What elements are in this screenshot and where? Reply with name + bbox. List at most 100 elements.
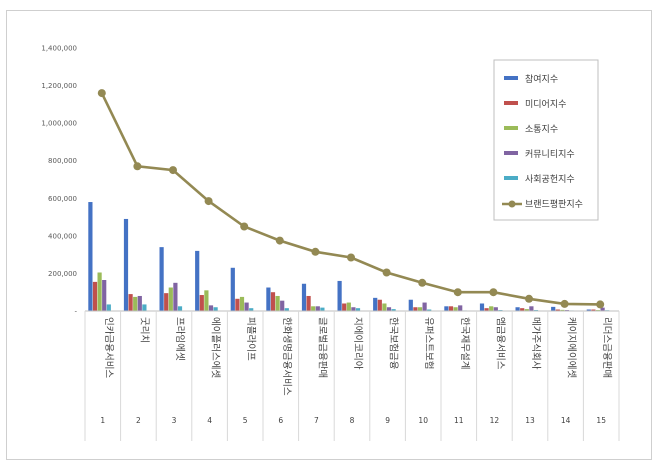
- bar: [280, 300, 285, 311]
- legend-item: 사회공헌지수: [504, 174, 575, 185]
- legend-swatch: [504, 126, 518, 130]
- y-tick-label: 800,000: [48, 157, 77, 165]
- bar: [586, 309, 591, 311]
- bar: [284, 308, 289, 311]
- line-point: [382, 268, 391, 277]
- x-rank-label: 11: [454, 416, 464, 425]
- line-point: [97, 89, 106, 98]
- legend-swatch: [504, 101, 518, 105]
- legend-box: [493, 59, 599, 221]
- bar: [159, 247, 164, 311]
- line-point: [347, 253, 355, 262]
- bar: [230, 267, 235, 311]
- x-category-label: 프라임에셋: [174, 317, 186, 361]
- legend-swatch: [504, 176, 518, 180]
- x-category-label: 한국재무설계: [459, 317, 471, 369]
- bar: [591, 309, 596, 311]
- bar: [199, 295, 204, 311]
- bar: [123, 218, 129, 311]
- bar: [484, 308, 489, 311]
- bar: [177, 306, 183, 311]
- bar: [320, 307, 325, 311]
- bar: [351, 307, 356, 311]
- x-rank-label: 15: [596, 416, 606, 425]
- legend-label: 미디어지수: [525, 99, 566, 110]
- line-point: [133, 162, 142, 171]
- line-point: [240, 222, 249, 231]
- y-tick-label: 600,000: [48, 195, 77, 203]
- y-tick-label: 400,000: [48, 232, 77, 240]
- line-point: [489, 288, 498, 297]
- bar: [524, 309, 529, 311]
- bar: [208, 305, 214, 311]
- legend-label: 소통지수: [525, 124, 558, 135]
- bar: [373, 297, 378, 311]
- x-rank-label: 5: [243, 416, 248, 425]
- bar: [493, 307, 498, 311]
- legend-item: 참여지수: [504, 73, 558, 85]
- bar: [168, 287, 173, 311]
- x-rank-label: 12: [490, 416, 500, 425]
- bar: [515, 307, 520, 311]
- bar: [128, 294, 133, 311]
- brand-reputation-chart: - 200,000 400,000 600,000 800,000 1,000,000 1,…: [41, 45, 620, 441]
- bar: [97, 272, 102, 311]
- bar: [427, 309, 432, 311]
- x-rank-label: 8: [350, 416, 355, 425]
- bar: [560, 309, 565, 311]
- line-point: [204, 197, 213, 206]
- bar: [408, 299, 413, 311]
- bar: [164, 293, 169, 311]
- line-point: [418, 278, 427, 287]
- bar: [235, 298, 240, 311]
- legend-item: 미디어지수: [504, 99, 566, 110]
- bar: [448, 306, 454, 311]
- bar: [520, 308, 525, 311]
- bar: [311, 306, 316, 311]
- x-category-label: 피플라이프: [245, 317, 256, 361]
- line-point: [560, 299, 569, 308]
- bar: [88, 202, 93, 311]
- x-category-label: 메가주식회사: [530, 317, 541, 370]
- x-category-label: 굿리치: [138, 317, 150, 343]
- bar: [377, 299, 382, 311]
- legend-label: 사회공헌지수: [525, 174, 575, 185]
- x-rank-label: 10: [418, 416, 428, 425]
- bar: [137, 295, 142, 311]
- bar: [92, 281, 98, 311]
- bar: [342, 303, 347, 311]
- legend-label: 참여지수: [525, 73, 558, 85]
- legend-item: 소통지수: [504, 124, 558, 135]
- legend-item: 커뮤니티지수: [504, 149, 575, 160]
- bar: [555, 309, 560, 311]
- y-tick-label: -: [74, 308, 77, 316]
- x-rank-label: 4: [207, 416, 212, 425]
- bar: [213, 307, 218, 311]
- x-category-label: 지에이코리아: [352, 317, 363, 370]
- legend-swatch: [504, 76, 518, 80]
- line-point: [169, 166, 177, 175]
- bar: [551, 306, 556, 311]
- bar: [453, 307, 458, 311]
- x-rank-label: 7: [314, 416, 319, 425]
- bar: [275, 295, 280, 311]
- bar: [315, 306, 320, 311]
- legend-label: 브랜드평판지수: [525, 199, 583, 210]
- line-point: [525, 294, 533, 303]
- bar: [417, 307, 423, 311]
- x-category-label: 케이지에이에셋: [566, 317, 577, 378]
- bar: [413, 307, 418, 311]
- bar: [133, 296, 138, 311]
- bar: [270, 292, 276, 311]
- x-category-label: 엠금융서비스: [494, 317, 506, 370]
- bar: [337, 280, 342, 311]
- line-point: [596, 300, 605, 309]
- bar: [444, 306, 449, 311]
- y-axis: - 200,000 400,000 600,000 800,000 1,000,000 1,…: [41, 45, 77, 316]
- x-rank-label: 1: [100, 416, 105, 425]
- legend-label: 커뮤니티지수: [525, 149, 575, 160]
- bar: [106, 304, 111, 311]
- x-rank-label: 2: [136, 416, 141, 425]
- bar: [244, 302, 249, 311]
- bar: [346, 302, 351, 311]
